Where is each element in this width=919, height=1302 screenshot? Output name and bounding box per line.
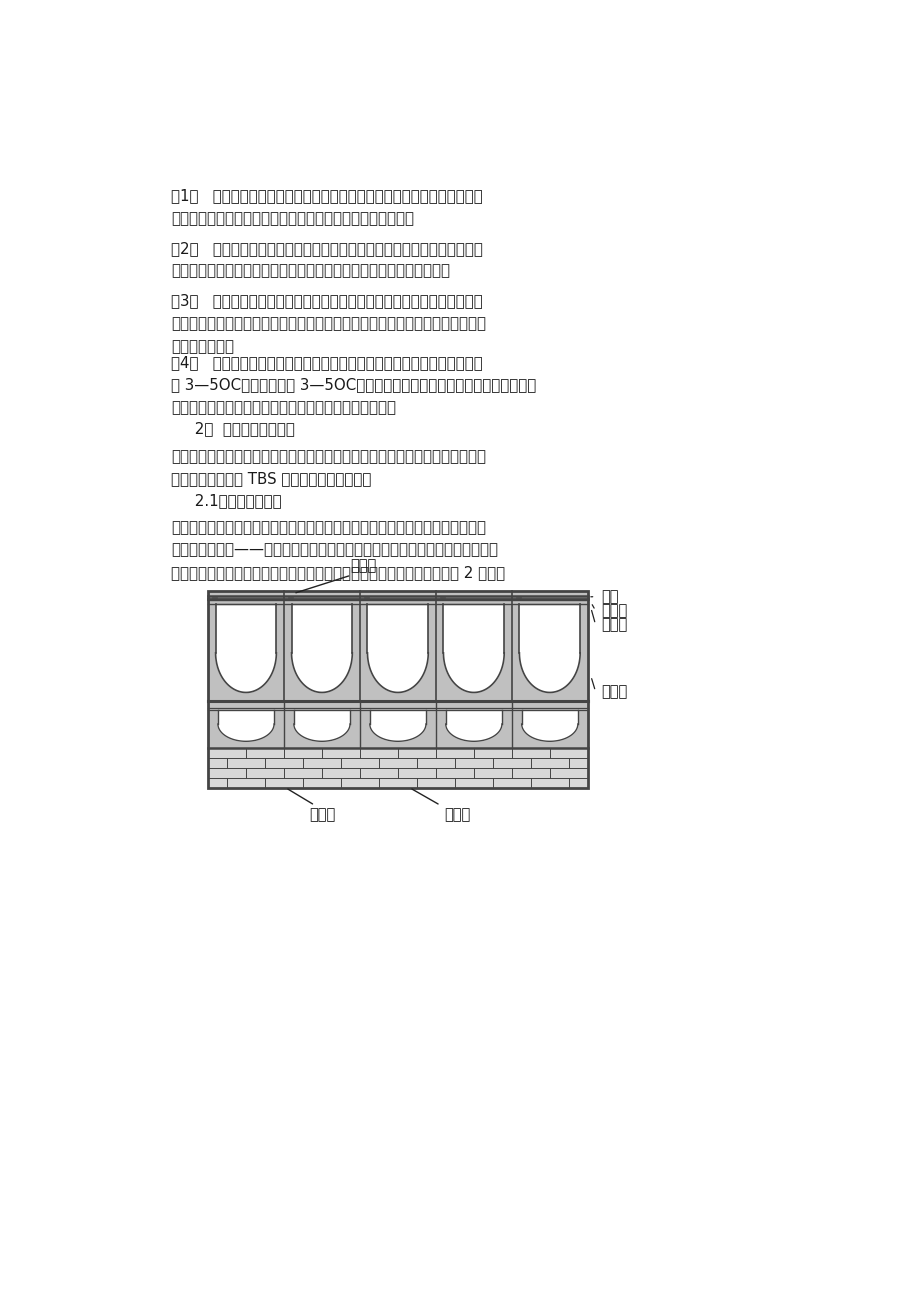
Bar — [293, 710, 349, 724]
Text: 的抗冲蚀能力。: 的抗冲蚀能力。 — [171, 339, 233, 354]
Text: 锐形块: 锐形块 — [601, 603, 628, 618]
Bar — [367, 604, 427, 652]
Text: 客土、草种等有良好的固定作用，可减少雨水的冲刷性侵蚀。: 客土、草种等有良好的固定作用，可减少雨水的冲刷性侵蚀。 — [171, 211, 414, 227]
Polygon shape — [218, 724, 274, 741]
Polygon shape — [215, 652, 276, 693]
Bar — [208, 702, 587, 749]
Text: 使风、水流等在网面表层产生无数小温流，减缓了风蚀及流水的冲蚀。: 使风、水流等在网面表层产生无数小温流，减缓了风蚀及流水的冲蚀。 — [171, 263, 449, 279]
Bar — [208, 591, 587, 788]
Text: （3）   网络加筋作用突出。三维植被网的基础层和网包层网格间的横紖线交: （3） 网络加筋作用突出。三维植被网的基础层和网包层网格间的横紖线交 — [171, 293, 482, 309]
Polygon shape — [369, 724, 425, 741]
Polygon shape — [367, 652, 427, 693]
Text: 低 3—5OC，在冬季则高 3—5OC，因此三维植被网在一定程度上延长了路基植: 低 3—5OC，在冬季则高 3—5OC，因此三维植被网在一定程度上延长了路基植 — [171, 378, 536, 393]
Bar — [443, 604, 504, 652]
Polygon shape — [445, 724, 502, 741]
Bar — [208, 591, 587, 702]
Text: 树被护坡施工的时间，并促进植被的成活率和均匀生长。: 树被护坡施工的时间，并促进植被的成活率和均匀生长。 — [171, 400, 395, 415]
Polygon shape — [519, 652, 580, 693]
Bar — [369, 710, 425, 724]
Text: （4）   保温功能促进植被生长。在夏季可使植被根部的温度比外部环境温度: （4） 保温功能促进植被生长。在夏季可使植被根部的温度比外部环境温度 — [171, 355, 482, 370]
Text: （2）   消能作用明显。网包层缓冲了雨滴的冲击能量、减弱了雨滴的溅蚀，: （2） 消能作用明显。网包层缓冲了雨滴的冲击能量、减弱了雨滴的溅蚀， — [171, 241, 482, 256]
Text: （1）   固土性能优良。三维植被网表面有波浪起伏的网包，对覆盖于网上的: （1） 固土性能优良。三维植被网表面有波浪起伏的网包，对覆盖于网上的 — [171, 189, 482, 203]
Text: 草护坡、六角块植草护坡和预制块正方形网格植草护坡等多种形式，如图 2 所示。: 草护坡、六角块植草护坡和预制块正方形网格植草护坡等多种形式，如图 2 所示。 — [171, 565, 505, 581]
Bar — [291, 604, 352, 652]
Text: 长方块: 长方块 — [601, 617, 628, 631]
Bar — [218, 710, 274, 724]
Bar — [519, 604, 580, 652]
Text: 2、  路基植被护坡工艺: 2、 路基植被护坡工艺 — [171, 421, 294, 436]
Text: 尖形块: 尖形块 — [601, 684, 628, 699]
Bar — [445, 710, 502, 724]
Text: 局形块: 局形块 — [349, 559, 376, 574]
Bar — [208, 749, 587, 788]
Text: 护坡道: 护坡道 — [444, 807, 471, 822]
Text: 是一种综合防护——坑工防护与植物防护相结合防护形式，它有衬砂拱形骨架植: 是一种综合防护——坑工防护与植物防护相结合防护形式，它有衬砂拱形骨架植 — [171, 543, 497, 557]
Polygon shape — [291, 652, 352, 693]
Polygon shape — [521, 724, 577, 741]
Bar — [215, 604, 276, 652]
Bar — [521, 710, 577, 724]
Text: 草皮: 草皮 — [601, 590, 618, 604]
Text: 现分别简要的介绍骨架植草护坡、土工格室植被护坡、液压盆钔植草护坡、高陡: 现分别简要的介绍骨架植草护坡、土工格室植被护坡、液压盆钔植草护坡、高陡 — [171, 449, 485, 464]
Polygon shape — [443, 652, 504, 693]
Text: 沉降缝: 沉降缝 — [309, 807, 335, 822]
Polygon shape — [293, 724, 349, 741]
Text: 边坡的植被护坡和 TBS 植被护坡的施工方法。: 边坡的植被护坡和 TBS 植被护坡的施工方法。 — [171, 471, 370, 487]
Text: 骨架植草护坡是在公路路基边坡不宜单独食用植物防护而采用的主要防护形式，: 骨架植草护坡是在公路路基边坡不宜单独食用植物防护而采用的主要防护形式， — [171, 519, 485, 535]
Text: 错编织粘结，对回填客土起着加筋作用，且随着植草根系的生长，增加边坡表层: 错编织粘结，对回填客土起着加筋作用，且随着植草根系的生长，增加边坡表层 — [171, 316, 485, 331]
Text: 2.1、骨架植草护坡: 2.1、骨架植草护坡 — [171, 493, 281, 509]
Bar — [208, 591, 587, 788]
